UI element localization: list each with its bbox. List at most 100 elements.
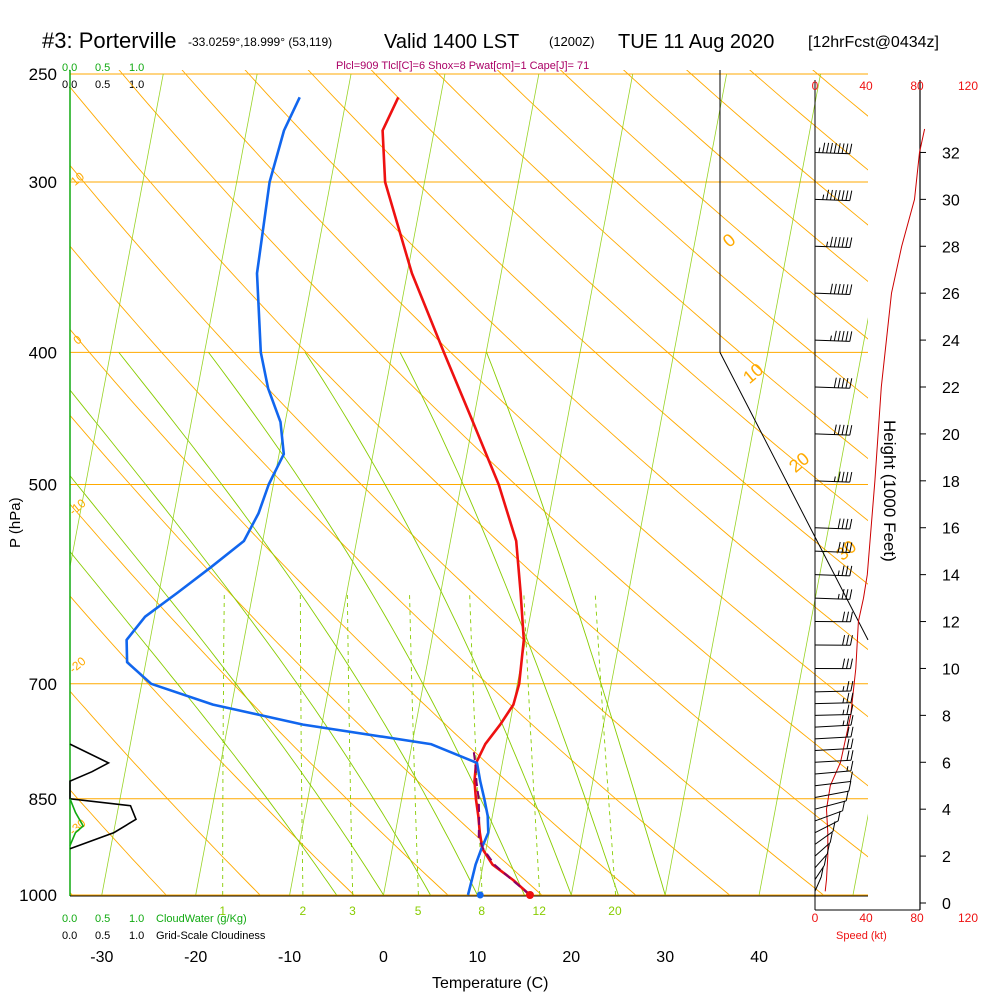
wind-barb-half-flag [846, 766, 849, 772]
x-axis-label: Temperature (C) [432, 975, 548, 992]
moist-adiabat-line [70, 475, 384, 896]
forecast-info: [12hrFcst@0434z] [808, 34, 939, 51]
wind-barb [814, 283, 853, 295]
wind-barb [814, 330, 853, 342]
mixing-ratio-label: 1 [219, 904, 226, 918]
moist-adiabat-line [486, 352, 666, 896]
speed-tick-top: 0 [812, 79, 819, 93]
wind-barb-flag [846, 750, 850, 761]
speed-tick-top: 40 [859, 79, 873, 93]
cloudwater-legend: CloudWater (g/Kg) [156, 913, 247, 925]
height-tick-label: 20 [942, 427, 960, 444]
cw-scale-top-0: 0.0 [62, 62, 77, 74]
cloud-scale-bottom-1: 0.5 [95, 930, 110, 942]
wind-barb-flag [849, 425, 853, 436]
wind-barb-shaft [814, 574, 850, 577]
wind-barb-flag [850, 760, 854, 771]
temperature-tick-label: -20 [184, 949, 207, 966]
wind-barb [814, 714, 854, 728]
wind-barb [814, 565, 853, 577]
wind-barb-shaft [814, 810, 843, 822]
wind-barb [814, 142, 853, 155]
wind-barb [814, 236, 853, 249]
wind-barb-flag [846, 635, 850, 646]
wind-panel: 0246810121416182022242628303200404080801… [812, 79, 979, 925]
wind-barb-flag [841, 518, 845, 529]
isotherm-line [101, 73, 258, 896]
wind-barb [814, 771, 853, 787]
dry-adiabat-line [70, 86, 868, 858]
height-tick-label: 26 [942, 286, 960, 303]
wind-barb-flag [842, 635, 846, 646]
cloud-scale-bottom-2: 1.0 [129, 930, 144, 942]
wind-barb-flag [846, 715, 850, 726]
wind-barb-flag [845, 378, 849, 389]
wind-barb-flag [841, 424, 845, 435]
dry-adiabat-line [244, 70, 868, 651]
dry-adiabat-line [70, 789, 168, 896]
moist-adiabat-line [399, 352, 619, 896]
wind-barb-flag [846, 692, 850, 703]
wind-barb-flag [841, 237, 845, 248]
wind-barb-shaft [814, 527, 850, 530]
wind-barb-half-flag [822, 194, 825, 200]
wind-barb-flag [845, 542, 849, 553]
wind-barb [814, 377, 853, 389]
wind-barb [814, 588, 853, 600]
height-tick-label: 24 [942, 333, 960, 350]
wind-barb-flag [820, 866, 824, 877]
wind-barb-flag [833, 236, 837, 248]
moist-adiabat-line [304, 352, 572, 896]
dry-adiabat-line [622, 70, 868, 282]
dry-adiabat-line [70, 164, 826, 896]
wind-barb-flag [849, 378, 853, 389]
wind-barb-flag [845, 190, 849, 201]
cw-scale-top-1: 0.5 [95, 62, 110, 74]
wind-barb-shaft [814, 550, 850, 553]
pressure-tick-label: 850 [29, 790, 57, 809]
mixing-ratio-line [299, 592, 304, 896]
pressure-tick-label: 500 [29, 476, 57, 495]
wind-barb-flag [849, 331, 853, 342]
speed-tick-top: 120 [958, 79, 978, 93]
wind-barb-shaft [814, 853, 828, 869]
wind-barb-flag [841, 330, 845, 342]
wind-barb-shaft [814, 597, 850, 600]
speed-tick-bottom: 0 [812, 911, 819, 925]
pressure-tick-label: 300 [29, 173, 57, 192]
surface-temperature-point [525, 891, 534, 899]
wind-barb [814, 611, 853, 623]
height-tick-label: 12 [942, 615, 960, 632]
dry-adiabat-line [0, 50, 3, 924]
isotherm-line [570, 73, 728, 896]
speed-legend: Speed (kt) [836, 930, 887, 942]
wind-barb-flag [849, 658, 853, 669]
dry-adiabat-line [70, 503, 450, 896]
wind-barb [814, 855, 827, 880]
isotherm-line [664, 73, 821, 896]
mixing-ratio-line [346, 592, 354, 896]
temperature-tick-label: 20 [562, 949, 580, 966]
wind-barb-flag [845, 424, 849, 436]
wind-barb-flag [829, 189, 833, 201]
dry-adiabat-label: 0 [719, 230, 740, 252]
wind-barb-flag [833, 330, 837, 341]
valid-time: Valid 1400 LST [384, 31, 519, 53]
cloudiness-legend: Grid-Scale Cloudiness [156, 930, 266, 942]
dry-adiabat-line [433, 70, 868, 460]
wind-barb-shaft [814, 748, 852, 752]
wind-barb [814, 704, 854, 716]
wind-barb-flag [829, 236, 833, 247]
wind-barb-flag [849, 771, 853, 782]
wind-barb [814, 750, 854, 763]
height-tick-label: 0 [942, 896, 951, 913]
wind-barb-flag [829, 142, 833, 154]
mixing-ratio-label: 12 [533, 904, 547, 918]
wind-barb-flag [845, 518, 849, 529]
mixing-ratio-label: 5 [415, 904, 422, 918]
wind-barb [814, 471, 853, 483]
wind-barb-flag [846, 726, 850, 738]
